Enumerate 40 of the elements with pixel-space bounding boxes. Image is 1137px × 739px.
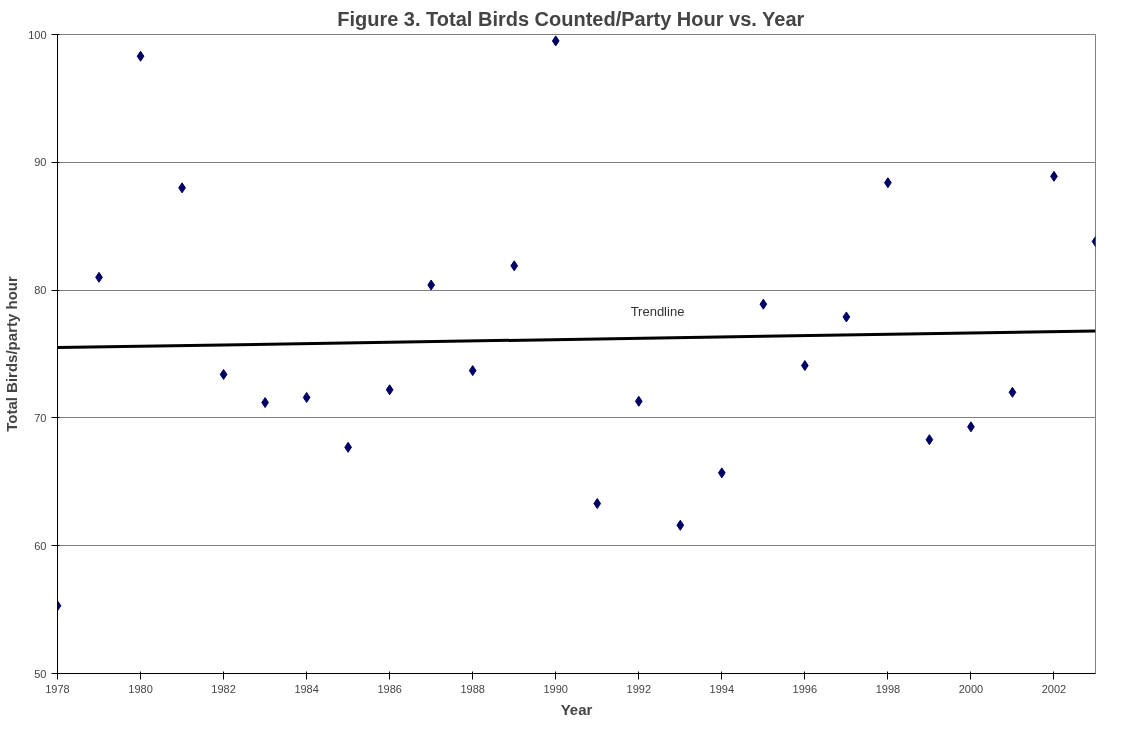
point bbox=[676, 519, 685, 531]
point bbox=[136, 50, 145, 62]
point bbox=[1008, 386, 1017, 398]
point bbox=[759, 298, 768, 310]
x-tick-label: 1994 bbox=[709, 682, 735, 695]
point bbox=[593, 498, 602, 510]
point bbox=[219, 368, 228, 380]
x-tick-label: 1990 bbox=[543, 682, 568, 695]
x-tick-label: 1982 bbox=[211, 682, 236, 695]
point bbox=[925, 434, 934, 446]
point bbox=[842, 311, 851, 323]
x-tick-label: 2000 bbox=[958, 682, 984, 695]
point bbox=[385, 384, 394, 396]
point bbox=[717, 467, 726, 479]
point bbox=[510, 260, 519, 272]
y-tick-label: 50 bbox=[34, 667, 47, 680]
chart-title: Figure 3. Total Birds Counted/Party Hour vs. Year bbox=[337, 7, 805, 30]
x-tick-label: 2002 bbox=[1041, 682, 1067, 695]
x-tick-label: 1980 bbox=[128, 682, 153, 695]
x-tick-label: 1978 bbox=[45, 682, 70, 695]
x-tick-label: 1992 bbox=[626, 682, 652, 695]
x-tick-label: 1988 bbox=[460, 682, 485, 695]
y-tick-label: 60 bbox=[34, 539, 47, 552]
y-axis-title: Total Birds/party hour bbox=[3, 276, 21, 432]
y-tick-label: 90 bbox=[34, 156, 47, 169]
annotation: Trendline bbox=[630, 304, 685, 319]
x-tick-label: 1998 bbox=[875, 682, 901, 695]
y-tick-label: 100 bbox=[28, 28, 47, 41]
y-tick-label: 80 bbox=[34, 284, 47, 297]
point bbox=[634, 395, 643, 407]
x-tick-label: 1984 bbox=[294, 682, 319, 695]
point bbox=[468, 365, 477, 377]
y-tick-label: 70 bbox=[34, 411, 47, 424]
point bbox=[801, 360, 809, 371]
point bbox=[302, 391, 311, 403]
x-tick-label: 1986 bbox=[377, 682, 402, 695]
point bbox=[551, 35, 560, 47]
point bbox=[427, 279, 436, 291]
x-axis-title: Year bbox=[560, 700, 593, 718]
x-tick-label: 1996 bbox=[792, 682, 818, 695]
